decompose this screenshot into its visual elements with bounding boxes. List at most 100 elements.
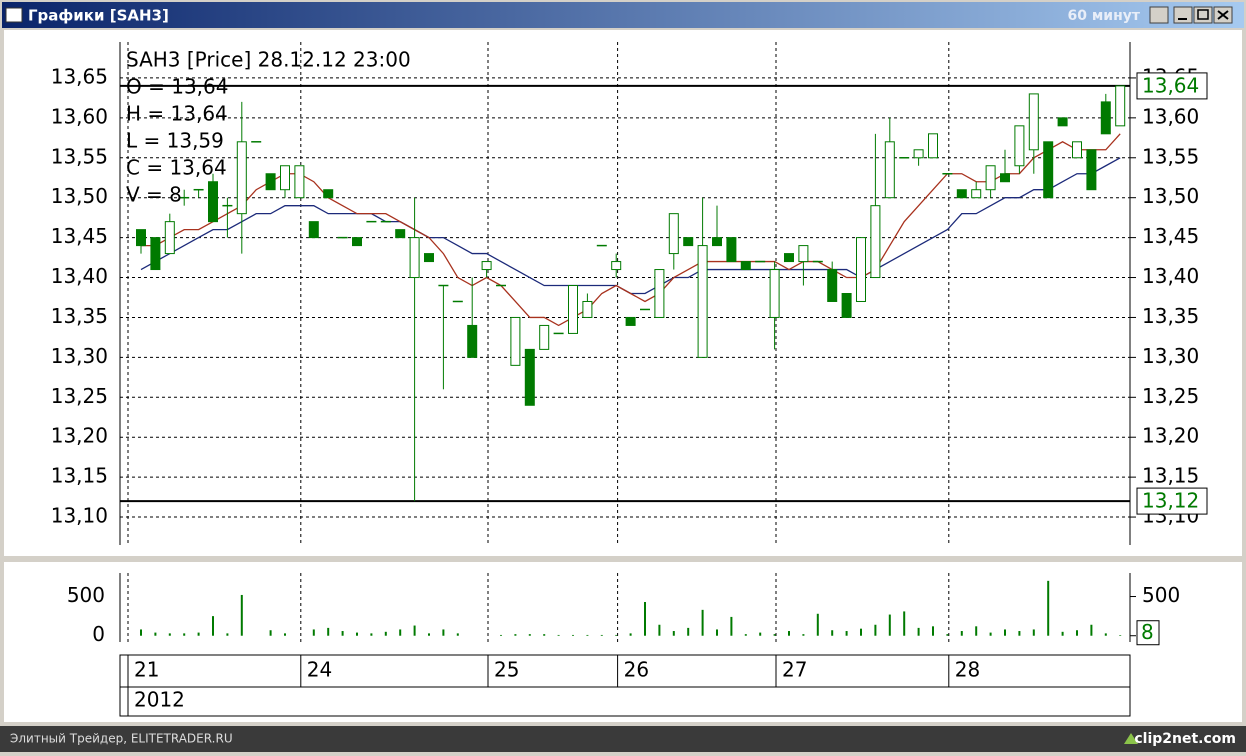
candle-body <box>956 189 967 199</box>
candle-body <box>784 253 794 263</box>
candle-body <box>164 221 175 255</box>
candle-body <box>668 213 679 255</box>
date-box <box>119 654 1131 717</box>
candle-body <box>539 324 550 350</box>
y-tick-label: 13,50 <box>1142 184 1199 208</box>
icon <box>1217 10 1229 20</box>
candle-body <box>985 165 996 191</box>
info-text: V = 8 <box>126 183 182 207</box>
volume-tick-label: 500 <box>67 583 105 607</box>
level-box <box>1136 487 1208 515</box>
y-tick-label: 13,60 <box>1142 104 1199 128</box>
candle-body <box>1014 125 1025 167</box>
candle-body <box>582 300 593 318</box>
y-tick-label: 13,55 <box>1142 144 1199 168</box>
candle-body <box>568 285 578 334</box>
footer-text: Элитный Трейдер, ELITETRADER.RU <box>10 732 233 746</box>
level-label: 13,64 <box>1142 73 1199 97</box>
candle-body <box>769 269 780 318</box>
candle-body <box>654 269 665 318</box>
info-text: O = 13,64 <box>126 75 228 99</box>
candle-body <box>280 165 290 191</box>
y-tick-label: 13,30 <box>1142 344 1199 368</box>
window-title: Графики [SAH3] <box>28 7 169 25</box>
candle-body <box>1028 93 1039 151</box>
x-tick-label: 24 <box>307 658 332 682</box>
volume-last-label: 8 <box>1141 620 1154 644</box>
volume-tick-label: 500 <box>1142 583 1180 607</box>
window-buttons[interactable] <box>1149 6 1233 24</box>
candle-body <box>323 189 334 199</box>
info-text: C = 13,64 <box>126 156 227 180</box>
timeframe: 60 минут <box>1067 8 1140 24</box>
candle-body <box>409 237 420 279</box>
window-icon <box>5 7 23 23</box>
minimize-button[interactable] <box>1173 6 1193 24</box>
x-tick-label: 28 <box>955 658 980 682</box>
info-text: L = 13,59 <box>126 129 224 153</box>
candle-body <box>928 133 938 159</box>
candle-body <box>294 165 305 199</box>
anchor-button[interactable] <box>1149 6 1169 24</box>
y-tick-label: 13,40 <box>1142 264 1199 288</box>
candle-body <box>1000 173 1010 183</box>
y-tick-label: 13,20 <box>51 424 108 448</box>
candle-body <box>481 261 492 271</box>
y-tick-label: 13,50 <box>51 184 108 208</box>
y-tick-label: 13,25 <box>51 384 108 408</box>
info-text: SAH3 [Price] 28.12.12 23:00 <box>126 48 411 72</box>
candle-body <box>1115 85 1126 127</box>
candle-body <box>424 253 434 263</box>
x-tick-label: 27 <box>782 658 807 682</box>
icon <box>1197 9 1209 20</box>
candle-body <box>697 245 708 358</box>
level-label: 13,12 <box>1142 489 1199 513</box>
candle-body <box>524 348 535 406</box>
y-tick-label: 13,35 <box>51 304 108 328</box>
candle-body <box>726 237 737 263</box>
candle-body <box>827 269 838 302</box>
y-tick-label: 13,60 <box>51 104 108 128</box>
y-tick-label: 13,15 <box>1142 464 1199 488</box>
y-tick-label: 13,65 <box>51 64 108 88</box>
year-label: 2012 <box>134 688 185 712</box>
candle-body <box>1072 141 1082 159</box>
y-tick-label: 13,45 <box>1142 224 1199 248</box>
candle-body <box>740 261 751 271</box>
y-tick-label: 13,10 <box>51 504 108 528</box>
candle-body <box>265 173 276 191</box>
candle-body <box>798 245 809 263</box>
logo-icon <box>1124 733 1138 744</box>
candle-body <box>208 181 218 223</box>
candle-body <box>352 237 362 247</box>
candle-body <box>625 316 636 326</box>
y-tick-label: 13,30 <box>51 344 108 368</box>
volume-panel <box>4 562 1242 650</box>
x-tick-label: 26 <box>624 658 649 682</box>
candle-body <box>856 237 866 302</box>
volume-last-box <box>1136 620 1160 646</box>
level-box <box>1136 72 1208 100</box>
candle-body <box>510 316 521 366</box>
volume-tick-label: 0 <box>92 622 105 646</box>
candle-body <box>870 205 881 279</box>
candle-body <box>884 141 895 199</box>
candle-body <box>611 261 622 271</box>
y-tick-label: 13,45 <box>51 224 108 248</box>
candle-body <box>971 189 982 199</box>
candle-body <box>136 229 146 247</box>
candle-body <box>395 229 406 239</box>
info-text: H = 13,64 <box>126 102 228 126</box>
candle-body <box>236 141 247 215</box>
candle-body <box>913 149 924 159</box>
y-tick-label: 13,55 <box>51 144 108 168</box>
candle-body <box>1100 101 1111 135</box>
candle-body <box>683 237 694 247</box>
x-tick-label: 25 <box>494 658 519 682</box>
y-tick-label: 13,20 <box>1142 424 1199 448</box>
date-panel <box>4 650 1242 722</box>
candle-body <box>841 293 852 318</box>
title-bar <box>2 2 1244 28</box>
